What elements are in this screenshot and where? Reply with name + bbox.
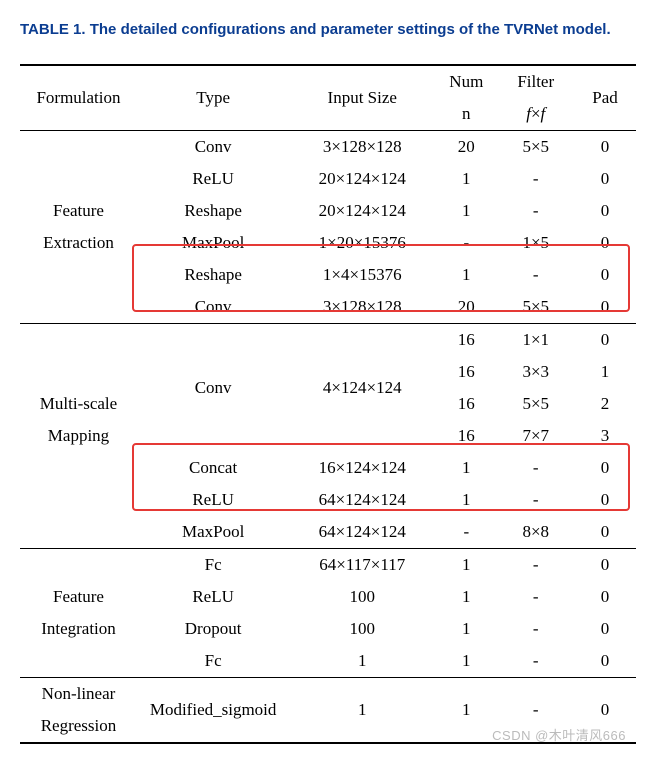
group-nonlin-l1: Non-linear: [20, 678, 137, 711]
table-row: Feature Reshape 20×124×124 1 - 0: [20, 195, 636, 227]
group-feat-int-l1: Feature: [20, 581, 137, 613]
table-caption: TABLE 1. The detailed configurations and…: [20, 20, 636, 40]
col-header-type: Type: [137, 65, 289, 131]
col-header-num-top: Num: [435, 65, 497, 98]
table-row: Integration Dropout 100 1 - 0: [20, 613, 636, 645]
col-header-pad: Pad: [574, 65, 636, 131]
config-table: Formulation Type Input Size Num Filter P…: [20, 64, 636, 744]
table-row: ReLU 64×124×124 1 - 0: [20, 484, 636, 516]
table-wrapper: Formulation Type Input Size Num Filter P…: [20, 64, 636, 744]
table-row: Fc 1 1 - 0: [20, 645, 636, 678]
group-feature-extraction-l2: Extraction: [20, 227, 137, 259]
table-row: Extraction MaxPool 1×20×15376 - 1×5 0: [20, 227, 636, 259]
table-row: Conv 3×128×128 20 5×5 0: [20, 131, 636, 164]
table-row: Reshape 1×4×15376 1 - 0: [20, 259, 636, 291]
col-header-filter-top: Filter: [497, 65, 574, 98]
col-header-num-bot: n: [435, 98, 497, 131]
table-row: Concat 16×124×124 1 - 0: [20, 452, 636, 484]
group-multi-map-l1: Multi-scale: [20, 388, 137, 420]
caption-text: The detailed configurations and paramete…: [90, 21, 611, 38]
table-row: Conv 3×128×128 20 5×5 0: [20, 291, 636, 324]
table-row: MaxPool 64×124×124 - 8×8 0: [20, 516, 636, 549]
group-feature-extraction-l1: Feature: [20, 195, 137, 227]
watermark: CSDN @木叶清风666: [492, 725, 626, 744]
table-row: Non-linear Modified_sigmoid 1 1 - 0: [20, 678, 636, 711]
group-feat-int-l2: Integration: [20, 613, 137, 645]
table-row: Feature ReLU 100 1 - 0: [20, 581, 636, 613]
col-header-formulation: Formulation: [20, 65, 137, 131]
caption-lead: TABLE 1.: [20, 21, 86, 38]
table-row: ReLU 20×124×124 1 - 0: [20, 163, 636, 195]
table-row: Fc 64×117×117 1 - 0: [20, 549, 636, 582]
table-row: Conv 4×124×124 16 1×1 0: [20, 324, 636, 357]
col-header-input: Input Size: [289, 65, 435, 131]
col-header-filter-bot: f×f: [497, 98, 574, 131]
group-multi-map-l2: Mapping: [20, 420, 137, 452]
group-nonlin-l2: Regression: [20, 710, 137, 743]
